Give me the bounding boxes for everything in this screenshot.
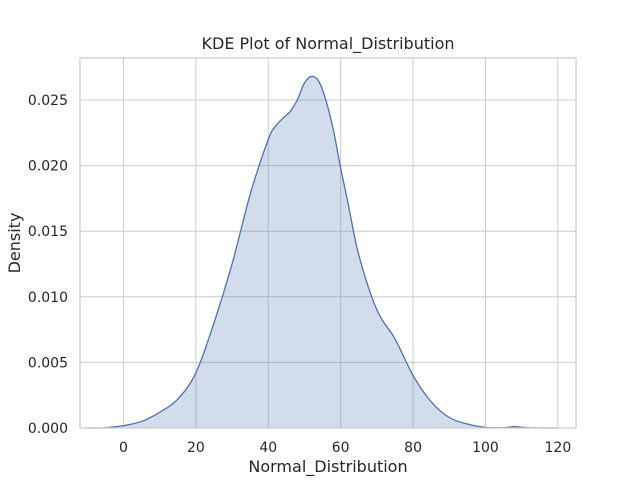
- x-tick-label: 120: [545, 440, 572, 456]
- chart-title: KDE Plot of Normal_Distribution: [202, 34, 455, 54]
- kde-area-fill: [87, 76, 558, 429]
- y-tick-label: 0.015: [28, 224, 68, 240]
- y-axis-label: Density: [5, 213, 24, 274]
- series-layer: [87, 75, 558, 429]
- x-tick-label: 100: [472, 440, 499, 456]
- x-tick-label: 80: [404, 440, 422, 456]
- y-tick-label: 0.010: [28, 290, 68, 306]
- y-tick-label: 0.025: [28, 93, 68, 109]
- plot-frame: [79, 57, 577, 429]
- x-tick-label: 40: [259, 440, 277, 456]
- tick-labels: 0 20 40 60 80 100 120 0.000 0.005 0.010 0.015 0.020…: [28, 93, 571, 456]
- x-axis-label: Normal_Distribution: [248, 457, 407, 477]
- x-tick-label: 60: [332, 440, 350, 456]
- grid-layer: [80, 58, 576, 429]
- y-tick-label: 0.020: [28, 159, 68, 175]
- y-tick-label: 0.000: [28, 421, 68, 437]
- x-tick-label: 20: [187, 440, 205, 456]
- kde-curve: [87, 75, 558, 429]
- x-tick-label: 0: [119, 440, 128, 456]
- y-tick-label: 0.005: [28, 355, 68, 371]
